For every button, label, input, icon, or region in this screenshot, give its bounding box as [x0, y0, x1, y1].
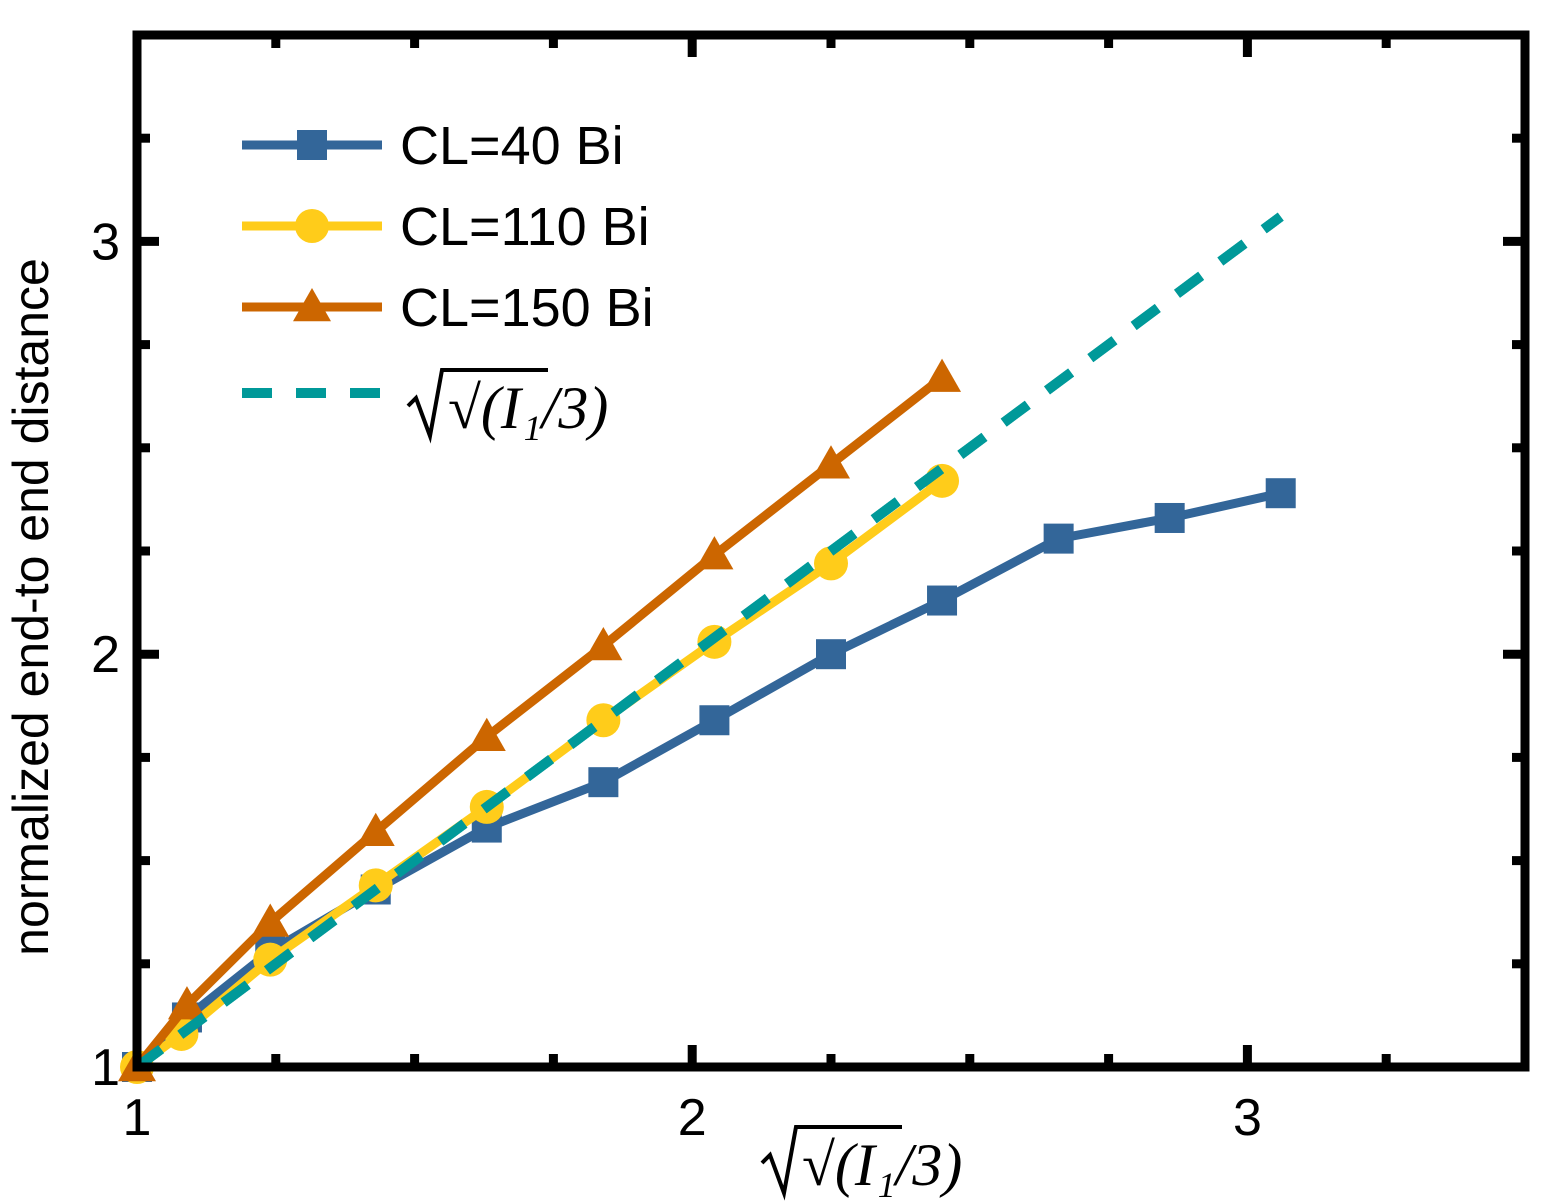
- data-point: [588, 767, 619, 798]
- y-tick-label: 2: [91, 626, 120, 684]
- data-point: [923, 358, 962, 392]
- x-tick-label: 1: [123, 1089, 152, 1147]
- y-tick-label: 1: [91, 1039, 120, 1097]
- axis-labels: 1 2 3 1 2 3 normalized end-to end distance √(I₁…: [3, 213, 1262, 1201]
- series-2: [118, 358, 962, 1082]
- series-layer: [118, 212, 1296, 1084]
- data-point: [356, 812, 395, 846]
- data-point: [695, 536, 734, 570]
- data-point: [1265, 478, 1296, 509]
- legend-marker: [295, 209, 329, 243]
- legend-label: √(I₁/3): [406, 368, 608, 444]
- reference-line-overlay: [134, 212, 1284, 1072]
- math-text: √(I₁/3): [802, 1132, 962, 1198]
- data-point: [467, 717, 506, 752]
- data-point: [253, 942, 288, 977]
- data-point: [816, 639, 846, 670]
- x-axis-label: √(I₁/3): [760, 1125, 962, 1201]
- sqrt-sign: [406, 368, 548, 444]
- series-line-0: [133, 488, 1282, 1071]
- y-axis-label: normalized end-to end distance: [3, 258, 59, 956]
- legend-item: CL=40 Bi: [242, 116, 624, 176]
- legend: CL=40 Bi CL=110 Bi CL=150 Bi √(I₁/3): [242, 116, 654, 444]
- legend-label: CL=150 Bi: [400, 278, 654, 338]
- data-point: [814, 546, 848, 581]
- data-point: [699, 705, 730, 736]
- data-point: [1154, 502, 1185, 533]
- legend-item: CL=150 Bi: [242, 278, 654, 338]
- math-text: √(I₁/3): [448, 375, 608, 441]
- legend-item: √(I₁/3): [242, 368, 608, 444]
- data-point: [1043, 523, 1074, 554]
- x-tick-label: 2: [678, 1089, 707, 1147]
- data-point: [927, 585, 958, 616]
- legend-label: CL=40 Bi: [400, 116, 624, 176]
- legend-label: CL=110 Bi: [400, 197, 650, 257]
- data-point: [167, 986, 206, 1020]
- sqrt-sign: [760, 1125, 902, 1201]
- legend-item: CL=110 Bi: [242, 197, 650, 257]
- legend-marker: [293, 288, 331, 322]
- legend-marker: [297, 130, 327, 160]
- ticks-layer: [132, 30, 1530, 1072]
- data-point: [251, 903, 290, 937]
- data-point: [584, 626, 623, 661]
- y-tick-label: 3: [91, 213, 120, 271]
- x-tick-label: 3: [1233, 1089, 1262, 1147]
- data-point: [812, 445, 850, 479]
